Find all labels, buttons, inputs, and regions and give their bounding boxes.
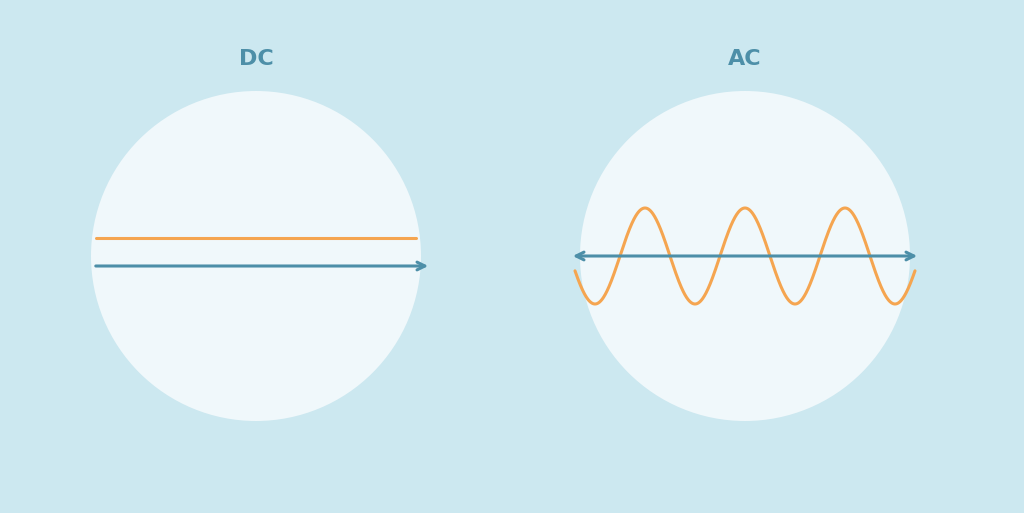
Text: DC: DC [239,49,273,69]
Circle shape [91,91,421,421]
Circle shape [580,91,910,421]
Text: AC: AC [728,49,762,69]
